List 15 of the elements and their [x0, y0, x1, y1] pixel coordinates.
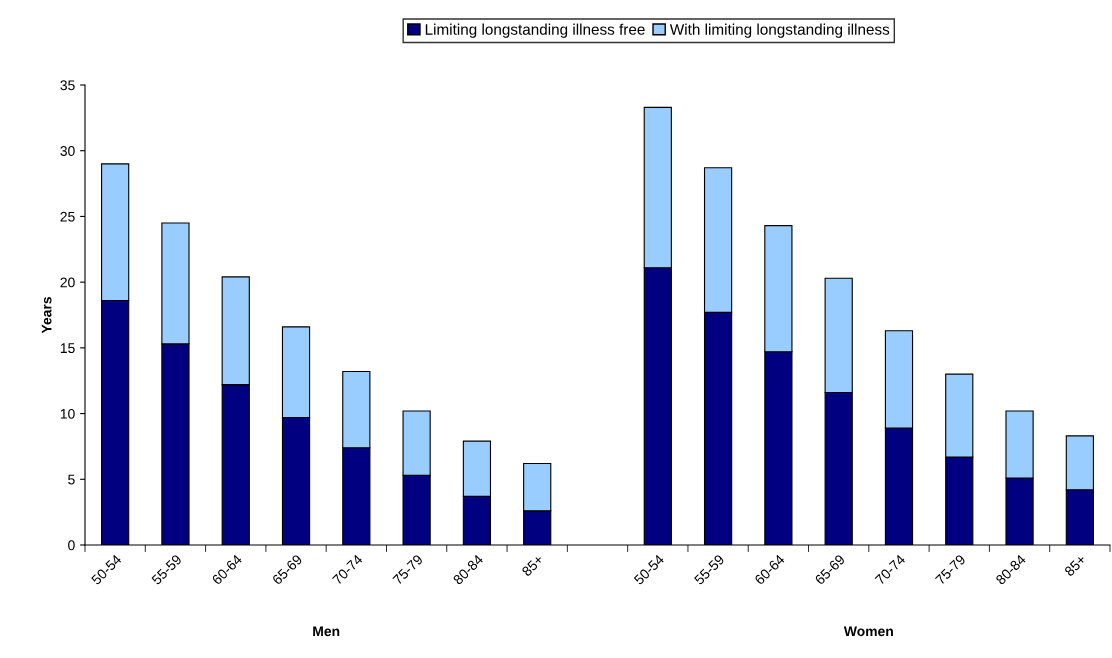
y-tick-label: 0 [68, 540, 75, 551]
y-tick-label: 25 [60, 211, 75, 222]
y-axis-title: Years [41, 297, 52, 334]
legend-label: Limiting longstanding illness free [425, 23, 645, 38]
y-tick-label: 5 [68, 474, 75, 485]
y-tick-label: 35 [60, 80, 75, 91]
text: Women [843, 626, 893, 637]
y-tick-label: 15 [60, 343, 75, 354]
x-tick-label: 85+ [1063, 554, 1087, 577]
y-tick-label: 20 [60, 277, 75, 288]
legend-label: With limiting longstanding illness [669, 23, 890, 38]
y-tick-label: 10 [60, 408, 75, 419]
y-tick-label: 30 [60, 146, 75, 156]
x-tick-label: 85+ [521, 554, 544, 577]
text: Men [313, 626, 340, 637]
